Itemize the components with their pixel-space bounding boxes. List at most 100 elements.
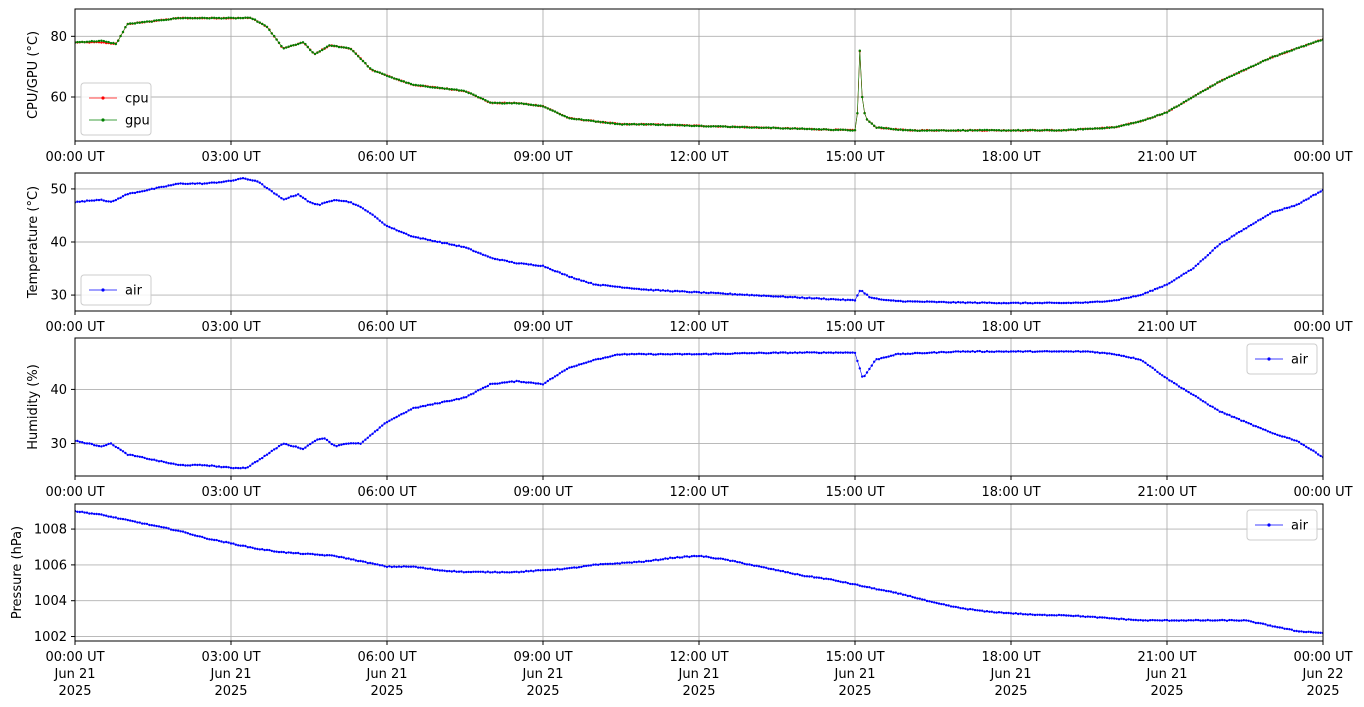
data-point — [750, 563, 753, 567]
data-point — [930, 300, 933, 303]
data-point — [969, 350, 972, 353]
data-point — [839, 298, 842, 302]
data-point — [1254, 425, 1258, 428]
data-point — [479, 96, 482, 100]
data-point — [849, 129, 852, 132]
data-point — [798, 573, 801, 577]
data-point — [736, 125, 739, 129]
data-point — [659, 558, 662, 561]
data-point — [510, 380, 513, 383]
data-point — [813, 576, 816, 579]
data-point — [916, 597, 919, 600]
data-point — [1074, 301, 1078, 304]
data-point — [837, 298, 840, 301]
data-point — [508, 380, 511, 383]
data-point — [873, 124, 876, 128]
data-point — [803, 127, 806, 131]
data-point — [426, 85, 429, 89]
data-point — [981, 301, 984, 304]
data-point — [145, 457, 149, 460]
data-point — [114, 42, 118, 46]
data-point — [333, 554, 336, 557]
data-point — [861, 95, 864, 99]
data-point — [1242, 228, 1246, 231]
data-point — [1079, 350, 1082, 353]
data-point — [793, 351, 797, 354]
data-point — [105, 514, 108, 517]
data-point — [179, 182, 182, 185]
data-point — [549, 267, 552, 271]
data-point — [1012, 301, 1015, 304]
data-point — [837, 351, 840, 354]
data-point — [637, 123, 641, 126]
data-point — [695, 353, 698, 356]
data-point — [234, 178, 237, 182]
data-point — [772, 126, 775, 129]
data-point — [1125, 618, 1128, 621]
data-point — [352, 558, 355, 561]
data-point — [270, 190, 273, 193]
data-point — [553, 110, 557, 113]
data-point — [258, 458, 261, 461]
data-point — [529, 263, 533, 266]
data-point — [1125, 296, 1128, 300]
data-point — [297, 551, 300, 555]
data-point — [467, 91, 470, 95]
data-point — [1012, 612, 1015, 615]
data-point — [1101, 616, 1104, 619]
data-point — [1230, 74, 1234, 78]
data-point — [923, 300, 926, 304]
data-point — [1139, 119, 1142, 123]
data-point — [220, 540, 223, 543]
data-point — [390, 227, 393, 230]
data-point — [659, 289, 662, 292]
data-point — [633, 353, 636, 356]
data-point — [347, 47, 350, 50]
data-point — [1228, 413, 1231, 417]
data-point — [649, 559, 653, 563]
data-point — [1077, 614, 1080, 617]
data-point — [750, 126, 753, 129]
data-point — [1201, 258, 1205, 261]
data-point — [659, 123, 662, 127]
data-point — [673, 556, 677, 560]
data-point — [95, 444, 98, 447]
data-point — [625, 286, 629, 289]
data-point — [402, 231, 405, 235]
data-point — [1132, 121, 1135, 125]
x-tick-label: 06:00 UT — [357, 320, 416, 335]
legend-label: cpu — [125, 92, 149, 107]
data-point — [609, 284, 612, 288]
data-point — [1228, 237, 1231, 240]
data-point — [652, 559, 655, 562]
data-point — [1113, 353, 1116, 356]
data-point — [88, 442, 91, 445]
data-point — [784, 351, 787, 354]
data-point — [124, 451, 127, 455]
data-point — [957, 300, 960, 304]
data-point — [645, 353, 648, 356]
data-point — [813, 351, 816, 354]
data-point — [277, 444, 281, 448]
data-point — [342, 442, 345, 446]
data-point — [496, 258, 499, 261]
data-point — [1141, 619, 1145, 622]
data-point — [165, 185, 168, 188]
data-point — [815, 296, 818, 300]
data-point — [1065, 350, 1068, 353]
data-point — [606, 284, 609, 287]
data-point — [873, 360, 876, 363]
data-point — [513, 570, 516, 574]
data-point — [184, 464, 187, 467]
data-point — [1149, 117, 1152, 120]
legend-label: air — [1291, 519, 1309, 534]
data-point — [1041, 350, 1044, 353]
data-point — [265, 25, 269, 29]
data-point — [167, 184, 170, 187]
data-point — [1151, 116, 1154, 119]
data-point — [275, 38, 278, 41]
data-point — [1225, 76, 1229, 80]
data-point — [133, 22, 137, 25]
data-point — [1053, 350, 1056, 353]
data-point — [208, 538, 211, 541]
